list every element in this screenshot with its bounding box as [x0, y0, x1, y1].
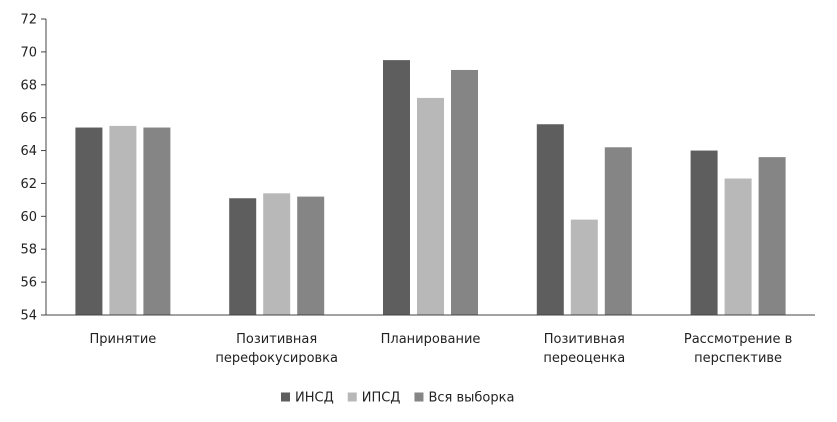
- x-category-label: перефокусировка: [215, 351, 338, 366]
- bar-1-2: [229, 198, 257, 315]
- y-tick-label: 72: [20, 13, 37, 28]
- y-tick-label: 70: [20, 45, 37, 60]
- y-tick-label: 62: [20, 177, 37, 192]
- legend-label-3: Вся выборка: [428, 391, 514, 406]
- bar-2-1: [109, 125, 137, 315]
- bar-1-5: [690, 150, 718, 315]
- x-category-label: Позитивная: [544, 332, 625, 347]
- x-category-label: переоценка: [543, 351, 625, 366]
- bar-2-5: [724, 178, 752, 315]
- y-tick-label: 54: [20, 309, 37, 324]
- bar-3-4: [604, 147, 632, 315]
- x-category-label: перспективе: [694, 351, 782, 366]
- bar-3-5: [758, 157, 786, 315]
- x-category-label: Позитивная: [236, 332, 317, 347]
- x-category-label: Рассмотрение в: [684, 332, 792, 347]
- bar-3-3: [451, 69, 478, 315]
- bars: [75, 60, 786, 316]
- bar-1-3: [383, 60, 410, 315]
- x-category-label: Планирование: [381, 332, 481, 347]
- bar-2-4: [570, 219, 598, 315]
- legend-swatch-1: [281, 392, 290, 402]
- x-category-label: Принятие: [89, 332, 156, 347]
- bar-1-1: [75, 127, 103, 316]
- legend-swatch-2: [347, 392, 357, 402]
- y-tick-label: 56: [20, 276, 37, 291]
- legend-swatch-3: [414, 392, 424, 402]
- bar-3-2: [297, 196, 325, 315]
- y-tick-label: 68: [20, 78, 37, 93]
- bar-1-4: [536, 124, 564, 315]
- x-axis: Принятие Позитивная перефокусировка Планиро…: [46, 314, 815, 366]
- bar-2-3: [417, 97, 444, 315]
- legend: ИНСД ИПСД Вся выборка: [281, 391, 514, 406]
- y-tick-label: 66: [20, 111, 37, 126]
- y-tick-label: 58: [20, 243, 37, 258]
- legend-label-1: ИНСД: [295, 391, 334, 406]
- bar-2-2: [263, 193, 291, 315]
- bar-3-1: [143, 127, 171, 316]
- y-tick-label: 60: [20, 210, 37, 225]
- legend-label-2: ИПСД: [362, 391, 401, 406]
- y-axis: 54 56 58 60 62 64 66 68 70 72: [20, 13, 47, 324]
- y-tick-label: 64: [20, 144, 37, 159]
